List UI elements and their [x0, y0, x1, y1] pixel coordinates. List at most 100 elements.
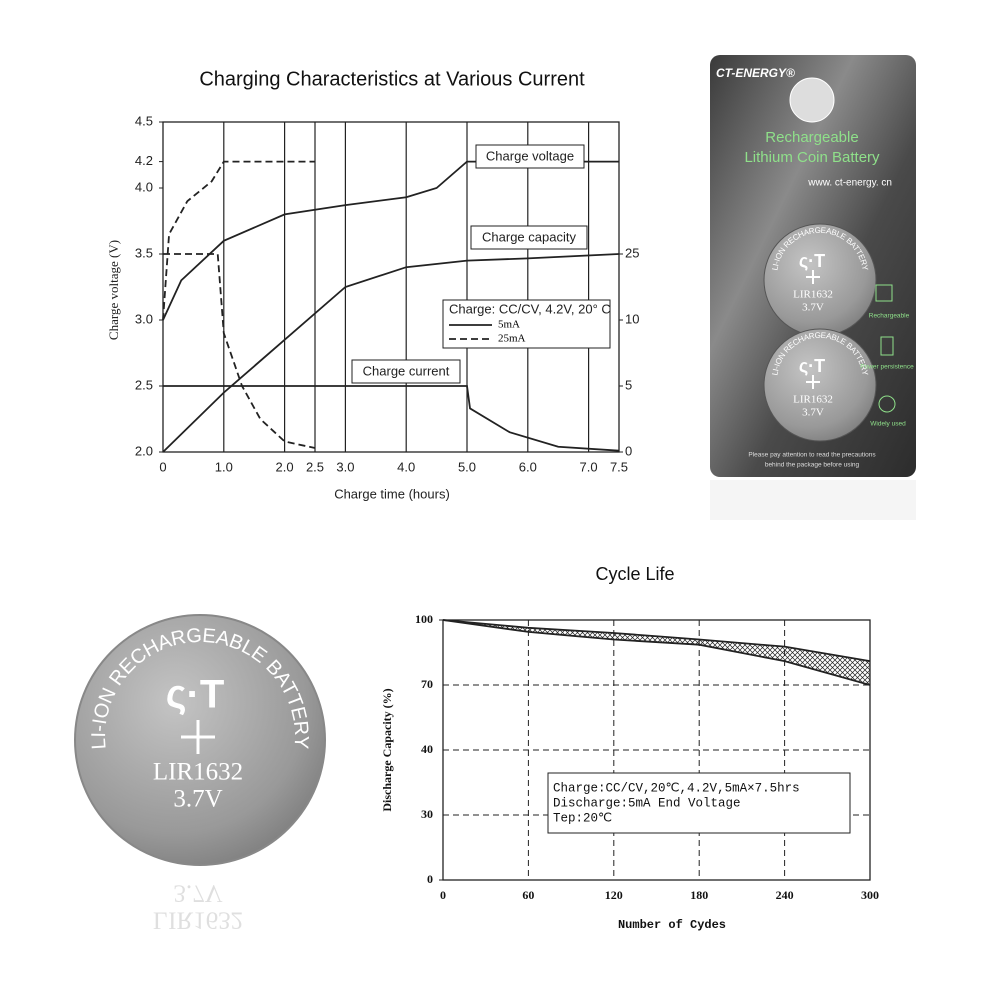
hang-hole	[789, 77, 835, 123]
x-axis-label: Number of Cydes	[618, 918, 726, 932]
headline: Rechargeable	[765, 129, 858, 146]
feature-icon	[878, 395, 896, 413]
series-line	[162, 160, 315, 321]
plus	[806, 270, 820, 284]
y-tick-label: 100	[415, 612, 433, 626]
annotation: Charge:CC/CV,20℃,4.2V,5mA×7.5hrs	[553, 781, 800, 795]
feature-icon	[880, 336, 894, 356]
annotation: Discharge:5mA End Voltage	[553, 796, 741, 810]
annotation: Charge capacity	[482, 229, 576, 244]
y-tick-label: 4.5	[135, 113, 153, 128]
brand: CT-ENERGY®	[716, 66, 795, 80]
chart: Cycle Life Number of Cydes Discharge Capac…	[380, 564, 879, 932]
logo: ς·T	[799, 251, 825, 271]
y-axis-label: Charge voltage (V)	[106, 240, 121, 340]
series-line	[162, 160, 619, 321]
plus	[806, 375, 820, 389]
logo: ς·T	[799, 356, 825, 376]
coin-face	[763, 223, 877, 337]
logo: ς·T	[166, 673, 225, 717]
chart-title: Cycle Life	[595, 564, 674, 584]
series-line	[163, 385, 620, 452]
y-tick-label: 30	[421, 807, 433, 821]
y-tick-label: 0	[427, 872, 433, 886]
annotation: Charge voltage	[486, 148, 574, 163]
voltage: 3.7V	[802, 407, 824, 419]
coin-reflection: 3.7V LIR1632	[153, 879, 243, 933]
voltage: 3.7V	[173, 786, 222, 813]
chart-title: Charging Characteristics at Various Curr…	[199, 68, 585, 90]
y2-tick-label: 5	[625, 377, 632, 392]
annotation: Charge current	[363, 363, 450, 378]
x-tick-label: 0	[159, 459, 166, 474]
y2-tick-label: 0	[625, 443, 632, 458]
legend-title: Charge: CC/CV, 4.2V, 20° C	[449, 301, 611, 316]
y-tick-label: 40	[421, 742, 433, 756]
series-line	[163, 253, 316, 449]
feature: Rechargeable	[869, 313, 910, 320]
headline: Lithium Coin Battery	[744, 149, 880, 166]
coin-face	[763, 328, 877, 442]
legend-box	[442, 299, 611, 349]
model: LIR1632	[793, 394, 833, 406]
coin-small: LI-ION RECHARGEABLE BATTERY ς·T LIR1632 …	[763, 328, 877, 442]
x-tick-label: 2.0	[276, 459, 294, 474]
charts: Charging Characteristics at Various Curr…	[106, 68, 879, 932]
x-tick-label: 7.5	[610, 459, 628, 474]
x-tick-label: 4.0	[397, 459, 415, 474]
x-tick-label: 60	[522, 888, 534, 902]
legend-label: 5mA	[498, 319, 520, 331]
series-line	[162, 253, 620, 453]
y2-tick-label: 10	[625, 311, 639, 326]
x-tick-label: 120	[605, 888, 623, 902]
voltage: 3.7V	[802, 302, 824, 314]
feature: Widely used	[870, 421, 906, 428]
model-reflection: LIR1632	[153, 906, 243, 933]
x-tick-label: 240	[776, 888, 794, 902]
band-fill	[443, 620, 870, 685]
x-tick-label: 1.0	[215, 459, 233, 474]
y-axis-label: Discharge Capacity (%)	[380, 688, 394, 811]
y-tick-label: 4.2	[135, 153, 153, 168]
annotation-box	[470, 225, 588, 250]
x-tick-label: 300	[861, 888, 879, 902]
y-tick-label: 3.5	[135, 245, 153, 260]
coin-small: LI-ION RECHARGEABLE BATTERY ς·T LIR1632 …	[763, 223, 877, 337]
x-tick-label: 0	[440, 888, 446, 902]
y2-tick-label: 25	[625, 245, 639, 260]
feature: Power persistence	[860, 364, 914, 371]
plot-frame	[442, 619, 871, 881]
notice: behind the package before using	[765, 462, 860, 469]
x-axis-label: Charge time (hours)	[334, 486, 450, 501]
y-tick-label: 2.5	[135, 377, 153, 392]
notice: Please pay attention to read the precaut…	[748, 452, 876, 459]
legend-label: 25mA	[498, 333, 526, 345]
x-tick-label: 2.5	[306, 459, 324, 474]
x-tick-label: 180	[690, 888, 708, 902]
plus	[181, 720, 215, 754]
x-tick-label: 7.0	[580, 459, 598, 474]
y-tick-label: 4.0	[135, 179, 153, 194]
y-tick-label: 70	[421, 677, 433, 691]
series-line	[442, 619, 871, 686]
coin-face	[74, 614, 326, 866]
feature-icon	[875, 284, 893, 302]
x-tick-label: 3.0	[336, 459, 354, 474]
plot-frame	[162, 121, 620, 453]
reflection	[710, 480, 916, 520]
x-tick-label: 5.0	[458, 459, 476, 474]
annotation-box	[475, 144, 585, 169]
y-tick-label: 2.0	[135, 443, 153, 458]
package: CT-ENERGY® Rechargeable Lithium Coin Bat…	[710, 55, 916, 520]
coin-large: LI-ION RECHARGEABLE BATTERY ς·T LIR1632 …	[74, 614, 326, 933]
annotation: Tep:20℃	[553, 811, 612, 825]
website: www. ct-energy. cn	[807, 178, 892, 189]
chart: Charging Characteristics at Various Curr…	[106, 68, 639, 501]
model: LIR1632	[793, 289, 833, 301]
x-tick-label: 6.0	[519, 459, 537, 474]
series-line	[442, 619, 871, 663]
model: LIR1632	[153, 759, 243, 786]
annotation-box	[547, 772, 851, 834]
y-tick-label: 3.0	[135, 311, 153, 326]
